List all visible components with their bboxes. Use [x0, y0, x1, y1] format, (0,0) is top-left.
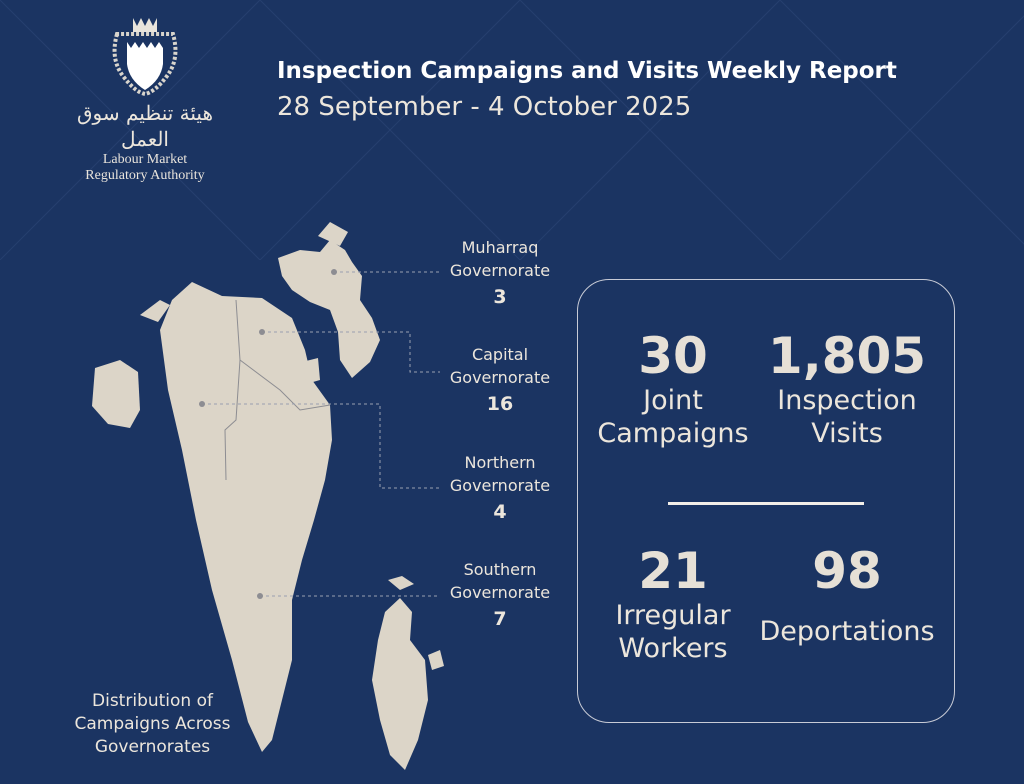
stat-value: 98: [812, 542, 882, 600]
gov-type: Governorate: [449, 261, 551, 280]
governorate-northern: Northern Governorate 4: [435, 451, 565, 527]
nabih-saleh: [302, 358, 320, 384]
stats-panel: [577, 279, 955, 723]
gov-type: Governorate: [449, 368, 551, 387]
stat-label-2: Workers: [618, 633, 728, 664]
stat-label-1: Joint: [643, 385, 703, 416]
gov-value: 7: [493, 608, 507, 630]
stat-deportations: 98 Deportations: [752, 543, 942, 648]
stat-value: 21: [638, 542, 708, 600]
report-date-range: 28 September - 4 October 2025: [277, 92, 692, 122]
stat-label-1: Deportations: [759, 616, 935, 647]
stat-irregular-workers: 21 Irregular Workers: [578, 543, 768, 665]
gov-name: Southern: [463, 560, 537, 579]
governorate-capital: Capital Governorate 16: [435, 343, 565, 419]
background-pattern: [0, 0, 1024, 260]
bahrain-map: [92, 222, 444, 770]
stat-label-2: Campaigns: [597, 418, 749, 449]
report-title: Inspection Campaigns and Visits Weekly R…: [277, 58, 897, 84]
coat-of-arms-icon: [112, 18, 178, 97]
muharraq-island: [278, 240, 380, 378]
stat-value: 1,805: [767, 327, 927, 385]
muharraq-north: [318, 222, 348, 246]
umm-an-nasan-island: [92, 360, 140, 428]
stat-label-2: Visits: [811, 418, 883, 449]
stat-value: 30: [638, 327, 708, 385]
main-island: [160, 282, 332, 752]
map-caption: Distribution of Campaigns Across Governo…: [74, 691, 231, 757]
stat-joint-campaigns: 30 Joint Campaigns: [578, 328, 768, 450]
gov-value: 4: [493, 501, 507, 523]
gov-value: 3: [493, 286, 507, 308]
hawar-islands: [372, 598, 428, 770]
logo-line-1: Labour Market: [102, 152, 188, 167]
gov-name: Northern: [464, 453, 536, 472]
logo-line-2: Regulatory Authority: [85, 168, 205, 183]
stat-label-1: Irregular: [615, 600, 731, 631]
gov-name: Capital: [471, 345, 529, 364]
lmra-logo: هيئة تنظيم سوق العمل Labour Market Regul…: [60, 14, 230, 184]
logo-arabic-text: هيئة تنظيم سوق العمل: [76, 101, 213, 151]
divider: [668, 502, 864, 505]
governorate-muharraq: Muharraq Governorate 3: [435, 236, 565, 312]
stat-inspection-visits: 1,805 Inspection Visits: [752, 328, 942, 450]
gov-value: 16: [486, 393, 514, 415]
governorate-southern: Southern Governorate 7: [435, 558, 565, 634]
gov-name: Muharraq: [461, 238, 539, 257]
stat-label-1: Inspection: [777, 385, 917, 416]
gov-type: Governorate: [449, 476, 551, 495]
gov-type: Governorate: [449, 583, 551, 602]
